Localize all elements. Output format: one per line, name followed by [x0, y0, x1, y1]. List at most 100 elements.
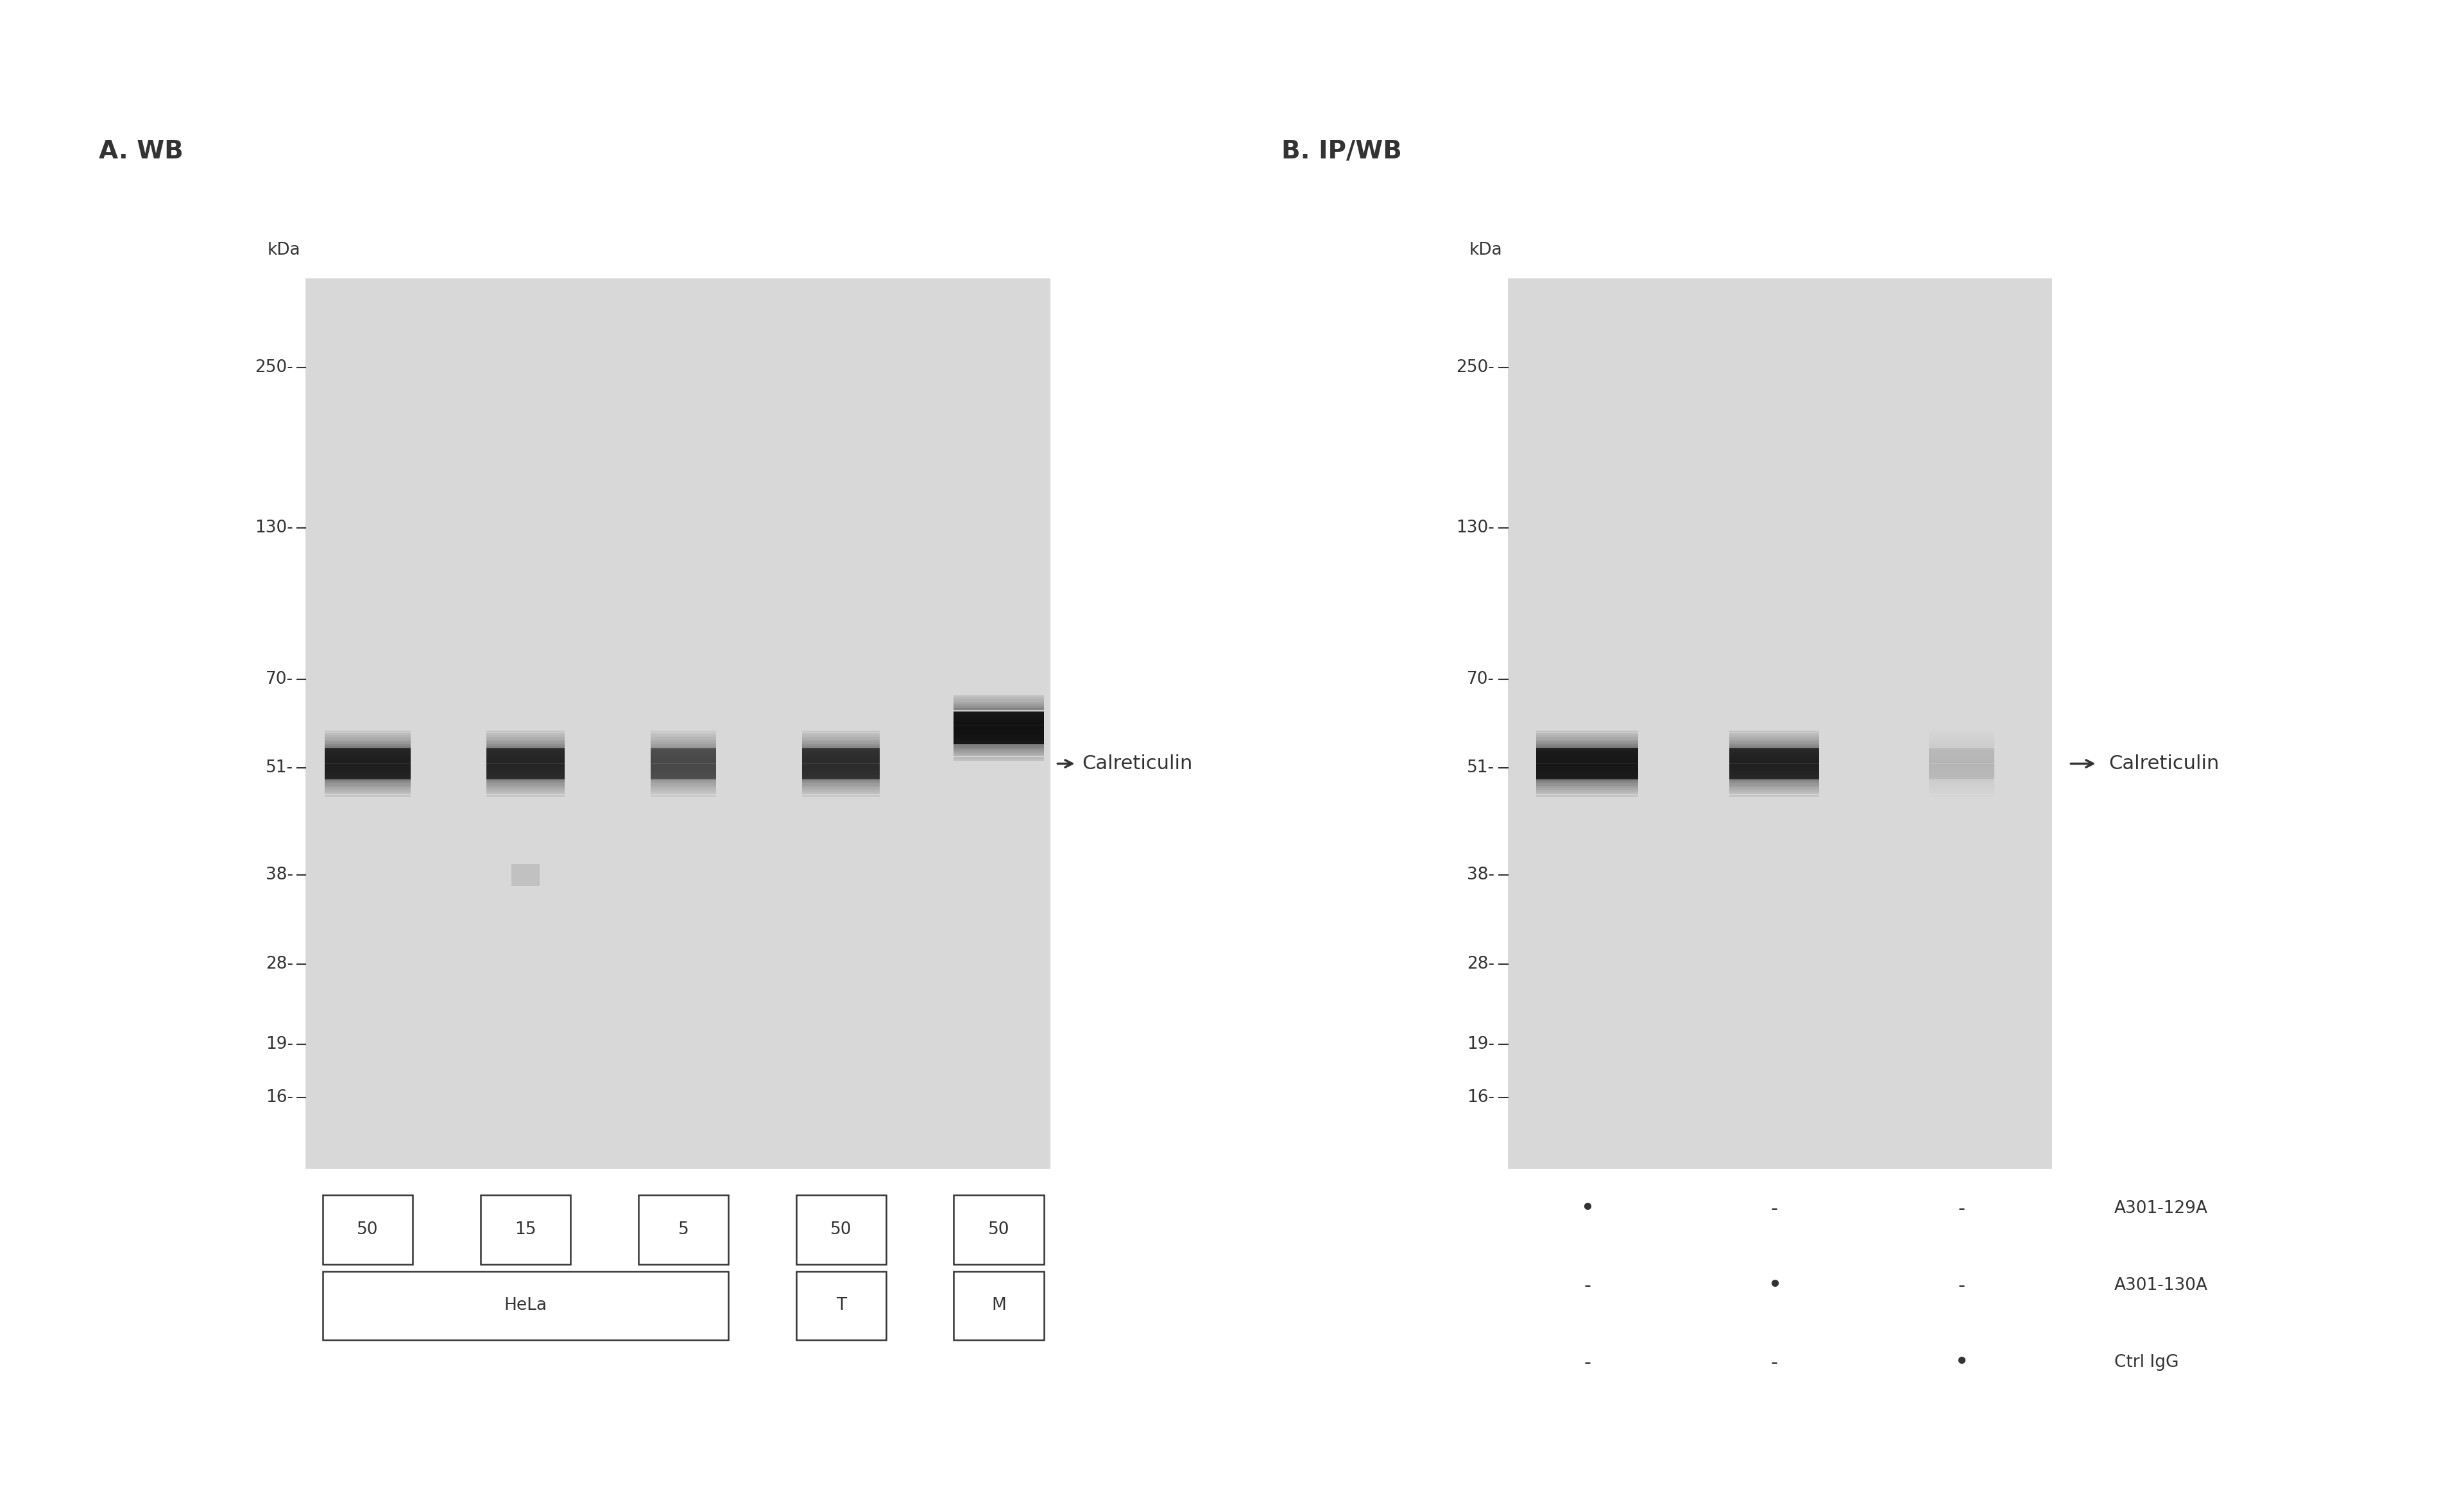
Bar — [650, 737, 717, 740]
Bar — [485, 735, 564, 737]
Bar — [1730, 766, 1818, 769]
Bar — [954, 752, 1045, 755]
Bar — [1538, 741, 1639, 744]
Bar — [1730, 752, 1818, 755]
Bar — [650, 784, 717, 785]
Bar — [954, 698, 1045, 699]
Bar — [1929, 779, 1993, 781]
Bar — [1730, 741, 1818, 744]
Bar — [650, 735, 717, 737]
Bar — [1538, 764, 1639, 766]
Bar — [325, 779, 411, 781]
Bar — [803, 785, 880, 788]
Text: 250-: 250- — [254, 359, 293, 376]
Text: M: M — [991, 1297, 1005, 1314]
Bar — [485, 781, 564, 784]
Bar — [325, 737, 411, 740]
Bar — [803, 755, 880, 757]
Bar — [485, 740, 564, 741]
Bar — [1538, 776, 1639, 779]
Bar — [1538, 775, 1639, 776]
Bar — [803, 788, 880, 790]
Bar — [954, 760, 1045, 761]
Bar — [1929, 757, 1993, 760]
Bar — [1929, 747, 1993, 779]
Bar — [803, 775, 880, 776]
Bar — [1730, 773, 1818, 775]
Bar — [325, 757, 411, 760]
Text: 70-: 70- — [1466, 670, 1493, 687]
Text: HeLa: HeLa — [505, 1297, 547, 1314]
Bar — [323, 1271, 729, 1341]
Bar — [485, 749, 564, 750]
Text: T: T — [835, 1297, 845, 1314]
Bar — [1538, 732, 1639, 735]
Bar — [485, 750, 564, 752]
Bar — [954, 728, 1045, 731]
Bar — [1538, 781, 1639, 784]
Bar — [1538, 750, 1639, 752]
Bar — [954, 1196, 1045, 1264]
Bar — [650, 790, 717, 793]
Bar — [325, 746, 411, 749]
Bar — [803, 749, 880, 750]
Bar — [1929, 732, 1993, 735]
Bar — [485, 790, 564, 793]
Bar — [485, 766, 564, 769]
Bar — [1730, 747, 1818, 779]
Bar — [803, 737, 880, 740]
Bar — [1929, 731, 1993, 732]
Bar — [954, 695, 1045, 698]
Bar — [954, 711, 1045, 713]
Bar — [954, 723, 1045, 726]
Bar — [485, 779, 564, 781]
Text: 15: 15 — [515, 1222, 537, 1238]
Text: 130-: 130- — [1456, 519, 1493, 536]
Bar — [1730, 761, 1818, 764]
Bar — [954, 708, 1045, 710]
Bar — [1730, 757, 1818, 760]
Bar — [650, 788, 717, 790]
Bar — [325, 764, 411, 766]
Bar — [325, 773, 411, 775]
Bar — [954, 743, 1045, 746]
Bar — [1929, 785, 1993, 788]
Bar — [485, 737, 564, 740]
Bar — [1538, 794, 1639, 797]
Bar — [1730, 760, 1818, 761]
Bar — [796, 1196, 887, 1264]
Bar — [1929, 784, 1993, 785]
Bar — [1730, 785, 1818, 788]
Bar — [650, 741, 717, 744]
Bar — [1730, 794, 1818, 797]
Bar — [650, 740, 717, 741]
Bar — [803, 760, 880, 761]
Bar — [954, 714, 1045, 717]
Bar — [325, 749, 411, 750]
Text: •: • — [1954, 1350, 1969, 1376]
Bar — [1730, 755, 1818, 757]
Bar — [325, 744, 411, 746]
Text: B. IP/WB: B. IP/WB — [1281, 139, 1402, 163]
Bar — [803, 790, 880, 793]
Bar — [954, 702, 1045, 704]
Bar — [325, 760, 411, 761]
Bar — [1538, 785, 1639, 788]
Bar — [954, 755, 1045, 757]
Bar — [1730, 784, 1818, 785]
Text: 70-: 70- — [266, 670, 293, 687]
Bar — [1929, 790, 1993, 793]
Bar — [1929, 776, 1993, 779]
Bar — [1538, 735, 1639, 737]
Bar — [803, 773, 880, 775]
Bar — [325, 761, 411, 764]
Bar — [1929, 735, 1993, 737]
Bar — [325, 788, 411, 790]
Bar — [485, 775, 564, 776]
Bar — [485, 793, 564, 794]
Bar — [1538, 779, 1639, 781]
Bar — [325, 770, 411, 773]
Bar — [306, 278, 1050, 1169]
Bar — [803, 740, 880, 741]
Bar — [954, 713, 1045, 714]
